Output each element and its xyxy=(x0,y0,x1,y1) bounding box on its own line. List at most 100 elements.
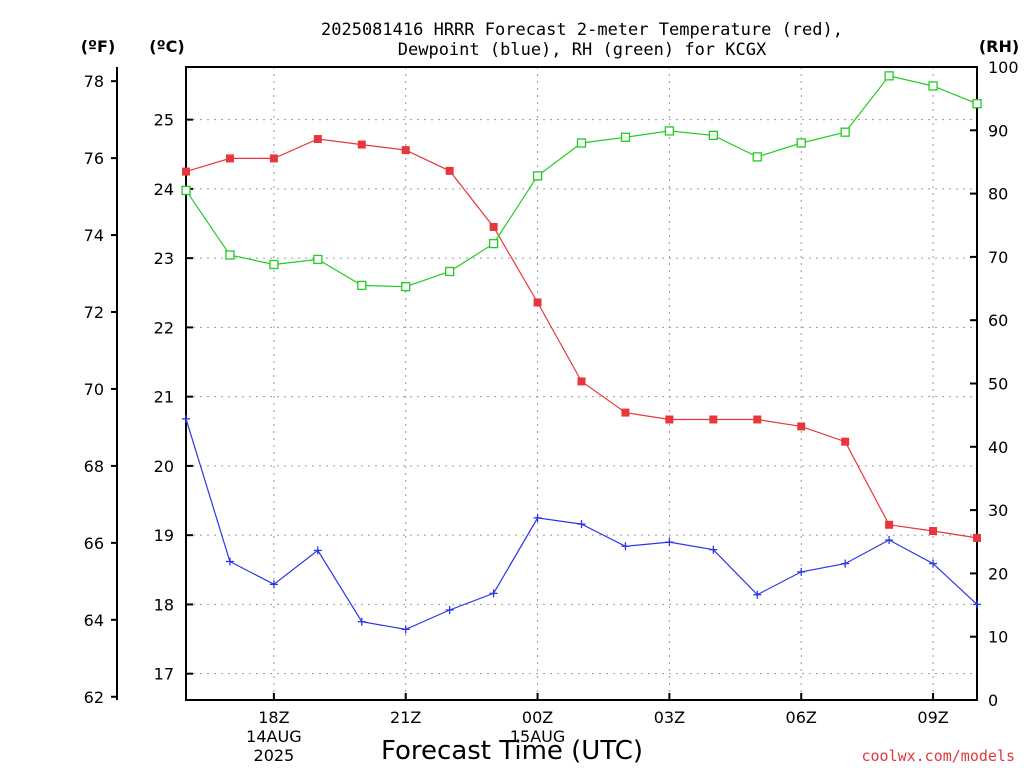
x-tick-label: 06Z xyxy=(786,708,817,727)
temperature-point xyxy=(182,167,190,176)
rh-tick-label: 20 xyxy=(988,564,1008,583)
rh-point xyxy=(313,254,323,265)
rh-tick-label: 40 xyxy=(988,438,1008,457)
dewpoint-point xyxy=(797,567,806,576)
x-tick-year-label: 2025 xyxy=(254,746,295,765)
celsius-tick-label: 21 xyxy=(154,388,174,407)
dewpoint-point xyxy=(753,590,762,599)
rh-point xyxy=(928,81,938,91)
x-tick-label: 00Z xyxy=(522,708,553,727)
rh-point xyxy=(576,138,587,148)
rh-tick-label: 80 xyxy=(988,185,1008,204)
rh-unit-label: (RH) xyxy=(979,37,1019,56)
celsius-tick-label: 24 xyxy=(154,180,174,199)
temperature-point xyxy=(489,222,498,231)
x-tick-date-label: 14AUG xyxy=(246,727,301,746)
dewpoint-point xyxy=(489,589,498,598)
rh-point xyxy=(884,71,894,81)
rh-point xyxy=(488,238,499,249)
temperature-point xyxy=(709,415,718,424)
celsius-tick-label: 20 xyxy=(154,457,174,476)
x-tick-label: 18Z xyxy=(258,708,289,727)
axes xyxy=(111,66,978,701)
rh-point xyxy=(445,266,455,277)
fahrenheit-tick-label: 70 xyxy=(84,380,104,399)
x-tick-label: 21Z xyxy=(390,708,421,727)
dewpoint-point xyxy=(445,605,454,614)
rh-point xyxy=(620,132,631,142)
fahrenheit-tick-label: 62 xyxy=(84,688,104,707)
temperature-point xyxy=(621,408,630,417)
fahrenheit-tick-label: 66 xyxy=(84,534,104,553)
dewpoint-point xyxy=(401,625,410,634)
data-series xyxy=(181,71,982,634)
celsius-tick-label: 18 xyxy=(154,595,174,614)
rh-point xyxy=(708,130,718,141)
temperature-point xyxy=(797,422,806,431)
temperature-point xyxy=(973,533,981,542)
temperature-point xyxy=(753,415,762,424)
dewpoint-point xyxy=(665,538,674,547)
rh-point xyxy=(796,138,806,148)
fahrenheit-tick-label: 68 xyxy=(84,457,104,476)
rh-tick-label: 60 xyxy=(988,311,1008,330)
dewpoint-point xyxy=(182,414,190,423)
chart-title-line1: 2025081416 HRRR Forecast 2-meter Tempera… xyxy=(321,20,843,40)
dewpoint-point xyxy=(533,513,542,522)
x-tick-label: 03Z xyxy=(654,708,685,727)
chart-title-line2: Dewpoint (blue), RH (green) for KCGX xyxy=(398,40,767,60)
fahrenheit-tick-label: 78 xyxy=(84,72,104,91)
temperature-point xyxy=(577,377,586,386)
temperature-point xyxy=(225,154,234,163)
credit-text: coolwx.com/models xyxy=(861,747,1015,765)
celsius-tick-label: 23 xyxy=(154,249,174,268)
x-axis-title: Forecast Time (UTC) xyxy=(381,736,643,766)
temperature-point xyxy=(841,437,850,446)
rh-tick-label: 50 xyxy=(988,375,1008,394)
rh-point xyxy=(752,152,762,162)
temperature-point xyxy=(313,135,322,144)
dewpoint-point xyxy=(709,545,718,554)
temperature-point xyxy=(929,527,938,536)
temperature-point xyxy=(533,298,542,307)
dewpoint-point xyxy=(885,536,894,545)
fahrenheit-tick-label: 64 xyxy=(84,611,104,630)
celsius-tick-label: 25 xyxy=(154,111,174,130)
fahrenheit-tick-label: 72 xyxy=(84,303,104,322)
rh-point xyxy=(840,127,850,137)
rh-point xyxy=(181,185,191,196)
dewpoint-point xyxy=(577,520,586,529)
tick-labels: 62 64 66 68 70 72 74 76 78 17 18 19 20 21 22 23 24 25 0 10 2… xyxy=(84,58,1019,765)
rh-point xyxy=(532,171,543,181)
dewpoint-point xyxy=(357,617,366,626)
fahrenheit-tick-label: 74 xyxy=(84,226,104,245)
rh-point xyxy=(269,259,279,270)
temperature-point xyxy=(445,166,454,175)
temperature-point xyxy=(357,140,366,149)
rh-tick-label: 100 xyxy=(988,58,1019,77)
rh-point xyxy=(972,99,982,109)
dewpoint-point xyxy=(269,580,278,589)
dewpoint-point xyxy=(841,559,850,568)
rh-line xyxy=(185,75,978,288)
fahrenheit-unit-label: (ºF) xyxy=(81,37,116,56)
rh-tick-label: 70 xyxy=(988,248,1008,267)
rh-tick-label: 90 xyxy=(988,121,1008,140)
temperature-point xyxy=(269,154,278,163)
celsius-tick-label: 22 xyxy=(154,318,174,337)
rh-point xyxy=(357,280,367,291)
rh-tick-label: 0 xyxy=(988,691,998,710)
dewpoint-point xyxy=(225,557,234,566)
temperature-point xyxy=(885,520,894,529)
x-tick-label: 09Z xyxy=(917,708,948,727)
rh-tick-label: 30 xyxy=(988,501,1008,520)
rh-point xyxy=(664,126,675,136)
dewpoint-point xyxy=(973,600,981,609)
dewpoint-point xyxy=(929,559,938,568)
celsius-tick-label: 17 xyxy=(154,665,174,684)
rh-point xyxy=(401,282,411,292)
temperature-point xyxy=(665,415,674,424)
temperature-point xyxy=(401,146,410,155)
celsius-tick-label: 19 xyxy=(154,526,174,545)
